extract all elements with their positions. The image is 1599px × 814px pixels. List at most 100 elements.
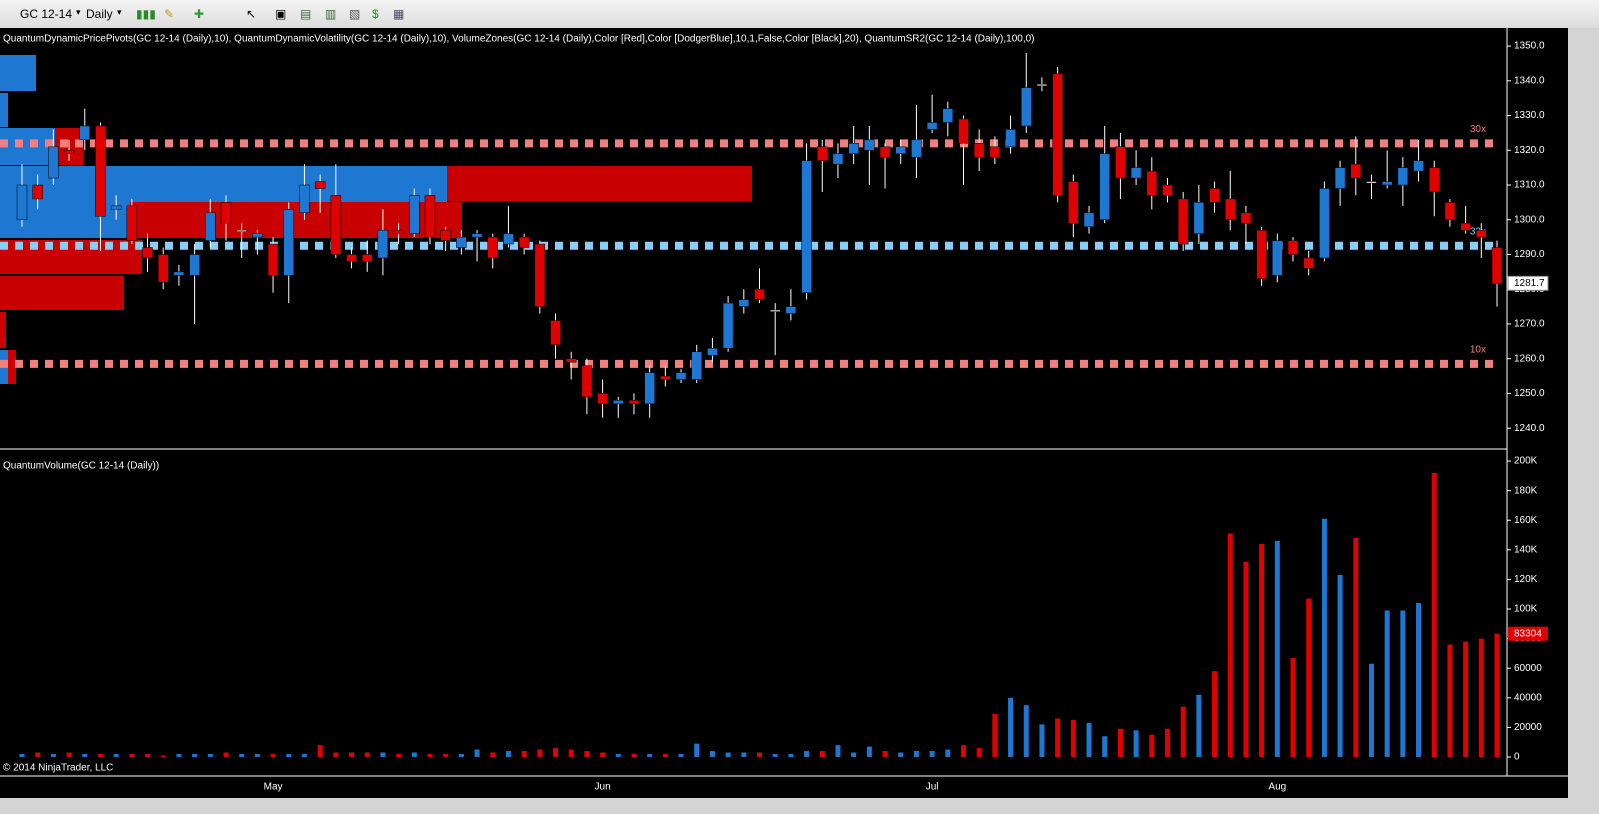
candle-body (1146, 170, 1158, 196)
candle-body (707, 348, 718, 356)
volume-bar (411, 752, 417, 757)
y-tick-label: 120K (1514, 574, 1538, 585)
volume-bar (647, 753, 653, 757)
volume-bar (1463, 641, 1469, 757)
volume-bar (380, 752, 386, 757)
zoom-button[interactable]: ✚ (194, 7, 205, 21)
data-box-button[interactable]: ▦ (393, 7, 405, 21)
candle-body (330, 195, 342, 255)
strategies-button[interactable]: ▧ (349, 7, 361, 21)
candle-body (361, 254, 373, 262)
y-tick-label: 40000 (1514, 692, 1542, 703)
x-tick-label: Jun (595, 782, 611, 793)
candle-body (785, 306, 797, 314)
volume-bar (960, 745, 966, 757)
scroll-area (1568, 28, 1599, 814)
x-tick-label: Aug (1268, 782, 1286, 793)
volume-bar (349, 752, 355, 757)
y-tick-label: 1300.0 (1514, 214, 1545, 225)
candle-body (1224, 198, 1236, 220)
volume-bar (1321, 518, 1327, 757)
draw-tool-button[interactable]: ✎ (164, 7, 175, 21)
instrument-selector[interactable]: GC 12-14 (20, 7, 73, 21)
volume-bar (129, 753, 135, 757)
candle-body (409, 195, 420, 234)
candle-body (691, 351, 702, 380)
candle-body (769, 309, 781, 312)
pointer-button[interactable]: ↖ (246, 7, 257, 21)
candle-body (1350, 163, 1362, 179)
chart-style-button[interactable]: ▮▮▮ (136, 7, 156, 21)
y-tick-label: 1310.0 (1514, 180, 1545, 191)
volume-bar (474, 749, 480, 757)
candle-body (989, 146, 1001, 158)
pivot-label: 10x (1470, 345, 1486, 356)
volume-bar (804, 751, 810, 757)
zone (0, 276, 124, 310)
volume-bar (725, 752, 731, 757)
volume-bar (631, 753, 637, 757)
candle-body (236, 229, 247, 232)
volume-bar (913, 751, 919, 757)
candle-body (1005, 129, 1016, 148)
candle-body (534, 243, 546, 307)
snapshot-button[interactable]: ▣ (275, 7, 287, 21)
properties-button[interactable]: ▤ (300, 7, 312, 21)
candle-body (1021, 87, 1032, 127)
candle-body (1303, 257, 1314, 269)
y-tick-label: 1330.0 (1514, 110, 1545, 121)
volume-bar (819, 751, 825, 757)
volume-bar (1290, 657, 1296, 757)
candle-body (283, 209, 295, 276)
candle-body (1240, 212, 1252, 224)
candle-body (346, 254, 357, 262)
candle-body (1036, 84, 1048, 87)
indicators-button[interactable]: ▥ (325, 7, 337, 21)
candle-body (848, 143, 859, 154)
order-button[interactable]: $ (372, 7, 379, 21)
volume-bar (600, 752, 606, 757)
volume-bar (772, 753, 778, 757)
candle-body (911, 139, 922, 158)
candle-body (1068, 181, 1079, 224)
volume-bar (992, 714, 998, 757)
volume-bar (1384, 610, 1390, 757)
candle-body (189, 254, 200, 276)
candle-body (550, 320, 561, 346)
candle-body (487, 236, 498, 259)
volume-bar (333, 752, 339, 757)
volume-bar (615, 753, 621, 757)
bottom-bar (0, 798, 1599, 814)
candle-body (1162, 184, 1173, 196)
candle-body (1083, 212, 1095, 227)
candle-body (675, 372, 687, 380)
volume-bar (1212, 671, 1218, 757)
candle-body (1334, 167, 1346, 189)
candle-body (832, 153, 844, 165)
volume-bar (1400, 610, 1406, 757)
volume-bar (317, 745, 323, 757)
candle-body (581, 365, 593, 398)
candle-body (32, 184, 43, 200)
volume-bar (1039, 724, 1045, 757)
candle-body (613, 400, 624, 405)
y-tick-label: 180K (1514, 485, 1538, 496)
volume-bar (160, 755, 166, 757)
candle-body (644, 372, 655, 405)
y-tick-label: 1240.0 (1514, 423, 1545, 434)
zone (0, 240, 142, 274)
volume-zones (0, 55, 752, 384)
volume-bar (553, 748, 559, 757)
candle-body (817, 146, 828, 161)
pivot-label: 30x (1470, 124, 1486, 135)
last-volume-box (1508, 626, 1548, 641)
candle-body (942, 108, 954, 123)
candle-body (1209, 188, 1220, 203)
period-selector[interactable]: Daily (86, 7, 113, 21)
candle-body (926, 122, 938, 130)
volume-bar (19, 753, 25, 757)
volume-bar (788, 753, 794, 757)
candle-body (1476, 229, 1487, 238)
candle-body (660, 375, 671, 380)
